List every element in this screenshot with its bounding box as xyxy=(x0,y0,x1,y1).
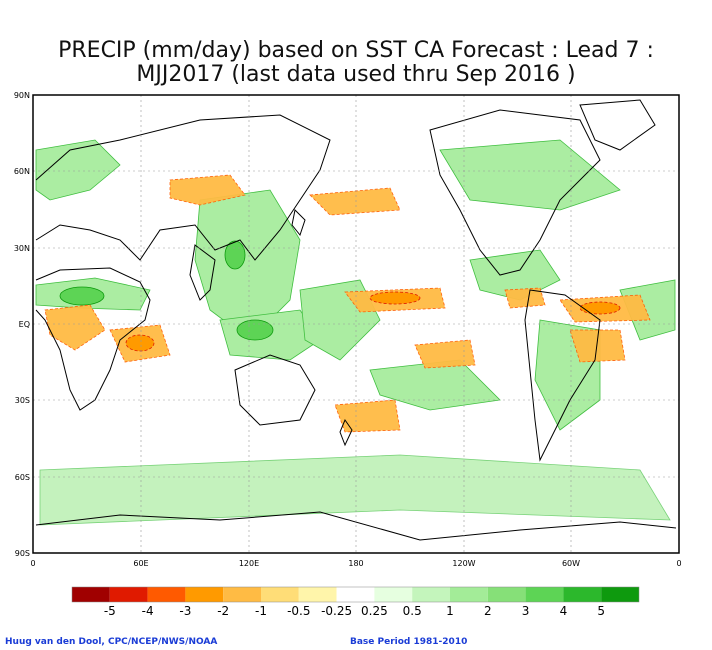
lat-label-30n: 30N xyxy=(14,244,30,253)
latitude-labels: 90N 60N 30N EQ 30S 60S 90S xyxy=(14,91,30,558)
dry-region-north-pacific xyxy=(309,187,401,216)
legend-swatch xyxy=(487,587,526,602)
longitude-labels: 0 60E 120E 180 120W 60W 0 xyxy=(30,559,681,568)
legend-label: -0.25 xyxy=(321,604,352,618)
wet-anomaly-regions xyxy=(35,139,676,526)
legend-swatch xyxy=(563,587,602,602)
legend-swatch xyxy=(412,587,450,602)
legend-label: 0.25 xyxy=(361,604,388,618)
lon-label-120e: 120E xyxy=(239,559,259,568)
legend-swatch xyxy=(223,587,261,602)
legend-label: -5 xyxy=(104,604,116,618)
legend-swatch xyxy=(450,587,488,602)
coast-africa xyxy=(35,267,151,411)
lat-label-60n: 60N xyxy=(14,167,30,176)
base-period-text: Base Period 1981-2010 xyxy=(350,637,468,647)
dry-core-atlantic xyxy=(579,301,621,315)
map-title-line-1: PRECIP (mm/day) based on SST CA Forecast… xyxy=(58,38,654,63)
anomaly-fields xyxy=(33,95,679,553)
dry-anomaly-cores xyxy=(125,291,621,352)
legend-swatch xyxy=(336,587,375,602)
dry-region-caribbean xyxy=(504,287,546,309)
coastlines xyxy=(35,99,677,541)
legend-border xyxy=(71,586,640,603)
coast-new-zealand xyxy=(339,418,353,447)
lat-label-eq: EQ xyxy=(19,320,30,329)
wet-core-indonesia xyxy=(236,319,274,341)
lat-label-90s: 90S xyxy=(15,549,30,558)
map-gridlines xyxy=(33,95,679,553)
map-frame xyxy=(32,94,680,554)
legend-swatch xyxy=(525,587,564,602)
legend-label: -2 xyxy=(217,604,229,618)
legend-label: 0.5 xyxy=(403,604,422,618)
legend-swatch xyxy=(298,587,337,602)
credit-text: Huug van den Dool, CPC/NCEP/NWS/NOAA xyxy=(5,637,218,647)
lat-label-60s: 60S xyxy=(15,473,30,482)
coast-antarctica xyxy=(35,511,677,541)
wet-region-east-atlantic xyxy=(619,279,676,341)
dry-region-europe xyxy=(169,174,246,206)
legend-label: 5 xyxy=(597,604,605,618)
lon-label-0-left: 0 xyxy=(30,559,35,568)
legend-swatch xyxy=(109,587,148,602)
wet-core-west-africa xyxy=(59,286,105,306)
coast-india xyxy=(189,244,216,301)
wet-region-arctic-atlantic xyxy=(35,139,121,201)
legend-swatch xyxy=(261,587,299,602)
coast-japan xyxy=(291,208,306,237)
dry-anomaly-regions xyxy=(44,174,651,433)
legend-label: -1 xyxy=(255,604,267,618)
dry-core-pacific xyxy=(369,291,421,305)
dry-core-east-africa xyxy=(125,334,155,352)
lon-label-60e: 60E xyxy=(133,559,148,568)
coast-greenland xyxy=(579,99,656,151)
lat-label-90n: 90N xyxy=(14,91,30,100)
legend-label: -0.5 xyxy=(287,604,310,618)
dry-region-central-africa xyxy=(44,304,106,351)
map-title-line-2: MJJ2017 (last data used thru Sep 2016 ) xyxy=(136,62,576,87)
coast-north-america xyxy=(429,109,601,276)
legend-label: 4 xyxy=(560,604,568,618)
dry-region-south-america xyxy=(569,329,626,363)
legend-swatch xyxy=(374,587,413,602)
wet-region-north-america xyxy=(439,139,621,211)
lat-label-30s: 30S xyxy=(15,396,30,405)
dry-region-south-pacific xyxy=(414,339,476,369)
color-legend: -5 -4 -3 -2 -1 -0.5 -0.25 0.25 0.5 1 2 3 4 5 xyxy=(71,586,640,618)
legend-label: 2 xyxy=(484,604,492,618)
legend-swatch xyxy=(72,587,110,602)
coast-australia xyxy=(234,354,316,426)
legend-swatch xyxy=(185,587,224,602)
dry-region-south-indian xyxy=(334,399,401,433)
lon-label-0-right: 0 xyxy=(676,559,681,568)
legend-label: -4 xyxy=(142,604,154,618)
lon-label-180: 180 xyxy=(348,559,363,568)
legend-label: 3 xyxy=(522,604,530,618)
lon-label-60w: 60W xyxy=(562,559,580,568)
coast-europe-asia xyxy=(35,114,331,261)
lon-label-120w: 120W xyxy=(452,559,475,568)
legend-label: 1 xyxy=(446,604,454,618)
legend-label: -3 xyxy=(179,604,191,618)
legend-swatch xyxy=(601,587,639,602)
legend-swatch xyxy=(147,587,186,602)
coast-south-america xyxy=(524,289,601,462)
